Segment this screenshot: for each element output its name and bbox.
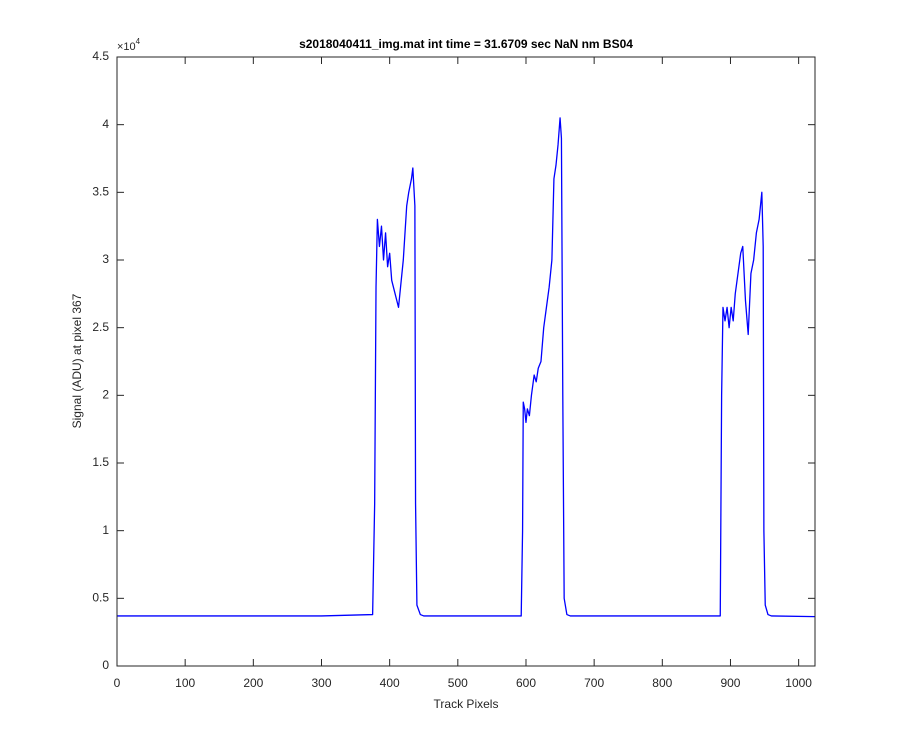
y-tick-label: 3 xyxy=(102,252,109,266)
data-line xyxy=(117,117,816,618)
plot-area xyxy=(117,57,815,666)
y-exponent: ×104 xyxy=(117,37,141,53)
y-tick-label: 2 xyxy=(102,388,109,402)
x-tick-label: 700 xyxy=(584,676,604,690)
x-tick-label: 200 xyxy=(243,676,263,690)
y-tick-label: 1.5 xyxy=(92,455,109,469)
x-tick-label: 300 xyxy=(311,676,331,690)
y-tick-label: 3.5 xyxy=(92,185,109,199)
x-tick-label: 100 xyxy=(175,676,195,690)
y-exponent-base: ×10 xyxy=(117,41,136,53)
x-tick-label: 900 xyxy=(720,676,740,690)
x-tick-label: 400 xyxy=(380,676,400,690)
x-axis-label: Track Pixels xyxy=(434,697,499,711)
x-tick-label: 600 xyxy=(516,676,536,690)
y-tick-label: 0.5 xyxy=(92,591,109,605)
y-tick-label: 1 xyxy=(102,523,109,537)
x-tick-label: 0 xyxy=(114,676,121,690)
x-tick-label: 500 xyxy=(448,676,468,690)
axes-box xyxy=(116,56,816,667)
x-tick-label: 800 xyxy=(652,676,672,690)
y-axis-label: Signal (ADU) at pixel 367 xyxy=(70,293,84,428)
y-exponent-power: 4 xyxy=(136,37,141,46)
y-tick-label: 2.5 xyxy=(92,320,109,334)
y-tick-label: 4 xyxy=(102,117,109,131)
y-tick-label: 4.5 xyxy=(92,49,109,63)
chart-title: s2018040411_img.mat int time = 31.6709 s… xyxy=(299,37,633,51)
y-tick-label: 0 xyxy=(102,658,109,672)
x-tick-label: 1000 xyxy=(785,676,812,690)
